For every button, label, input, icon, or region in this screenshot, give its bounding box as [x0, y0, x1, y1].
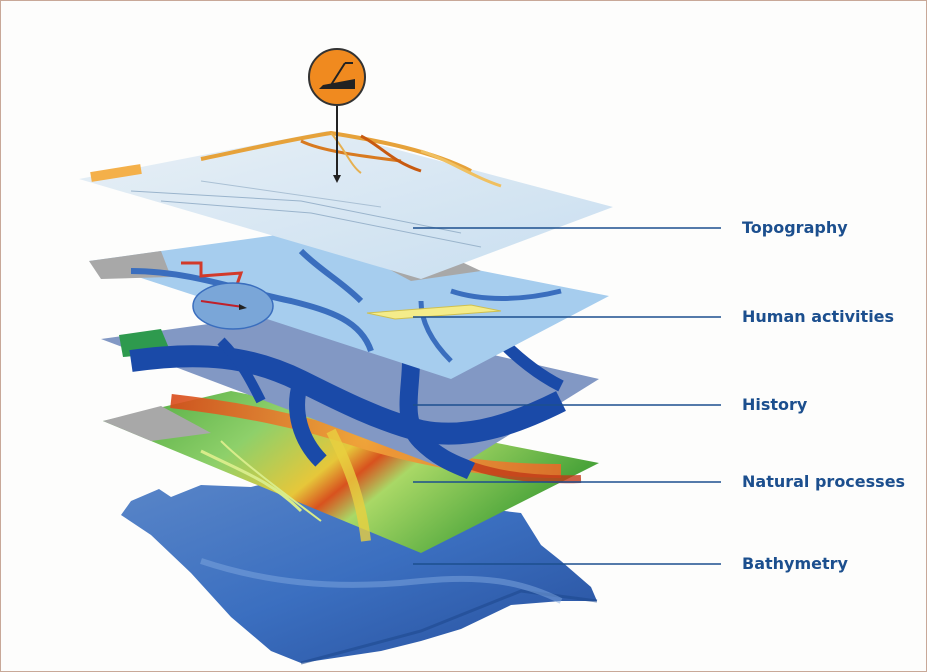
depth-gauge-pin-icon: [308, 48, 366, 183]
leader-lines: [413, 227, 721, 565]
label-topography: Topography: [742, 218, 848, 237]
natural-processes-layer: [103, 391, 599, 553]
topography-layer: [79, 130, 613, 279]
label-human-activities: Human activities: [742, 307, 895, 326]
label-history: History: [742, 395, 808, 414]
label-natural-processes: Natural processes: [742, 472, 906, 491]
label-bathymetry: Bathymetry: [742, 554, 848, 573]
